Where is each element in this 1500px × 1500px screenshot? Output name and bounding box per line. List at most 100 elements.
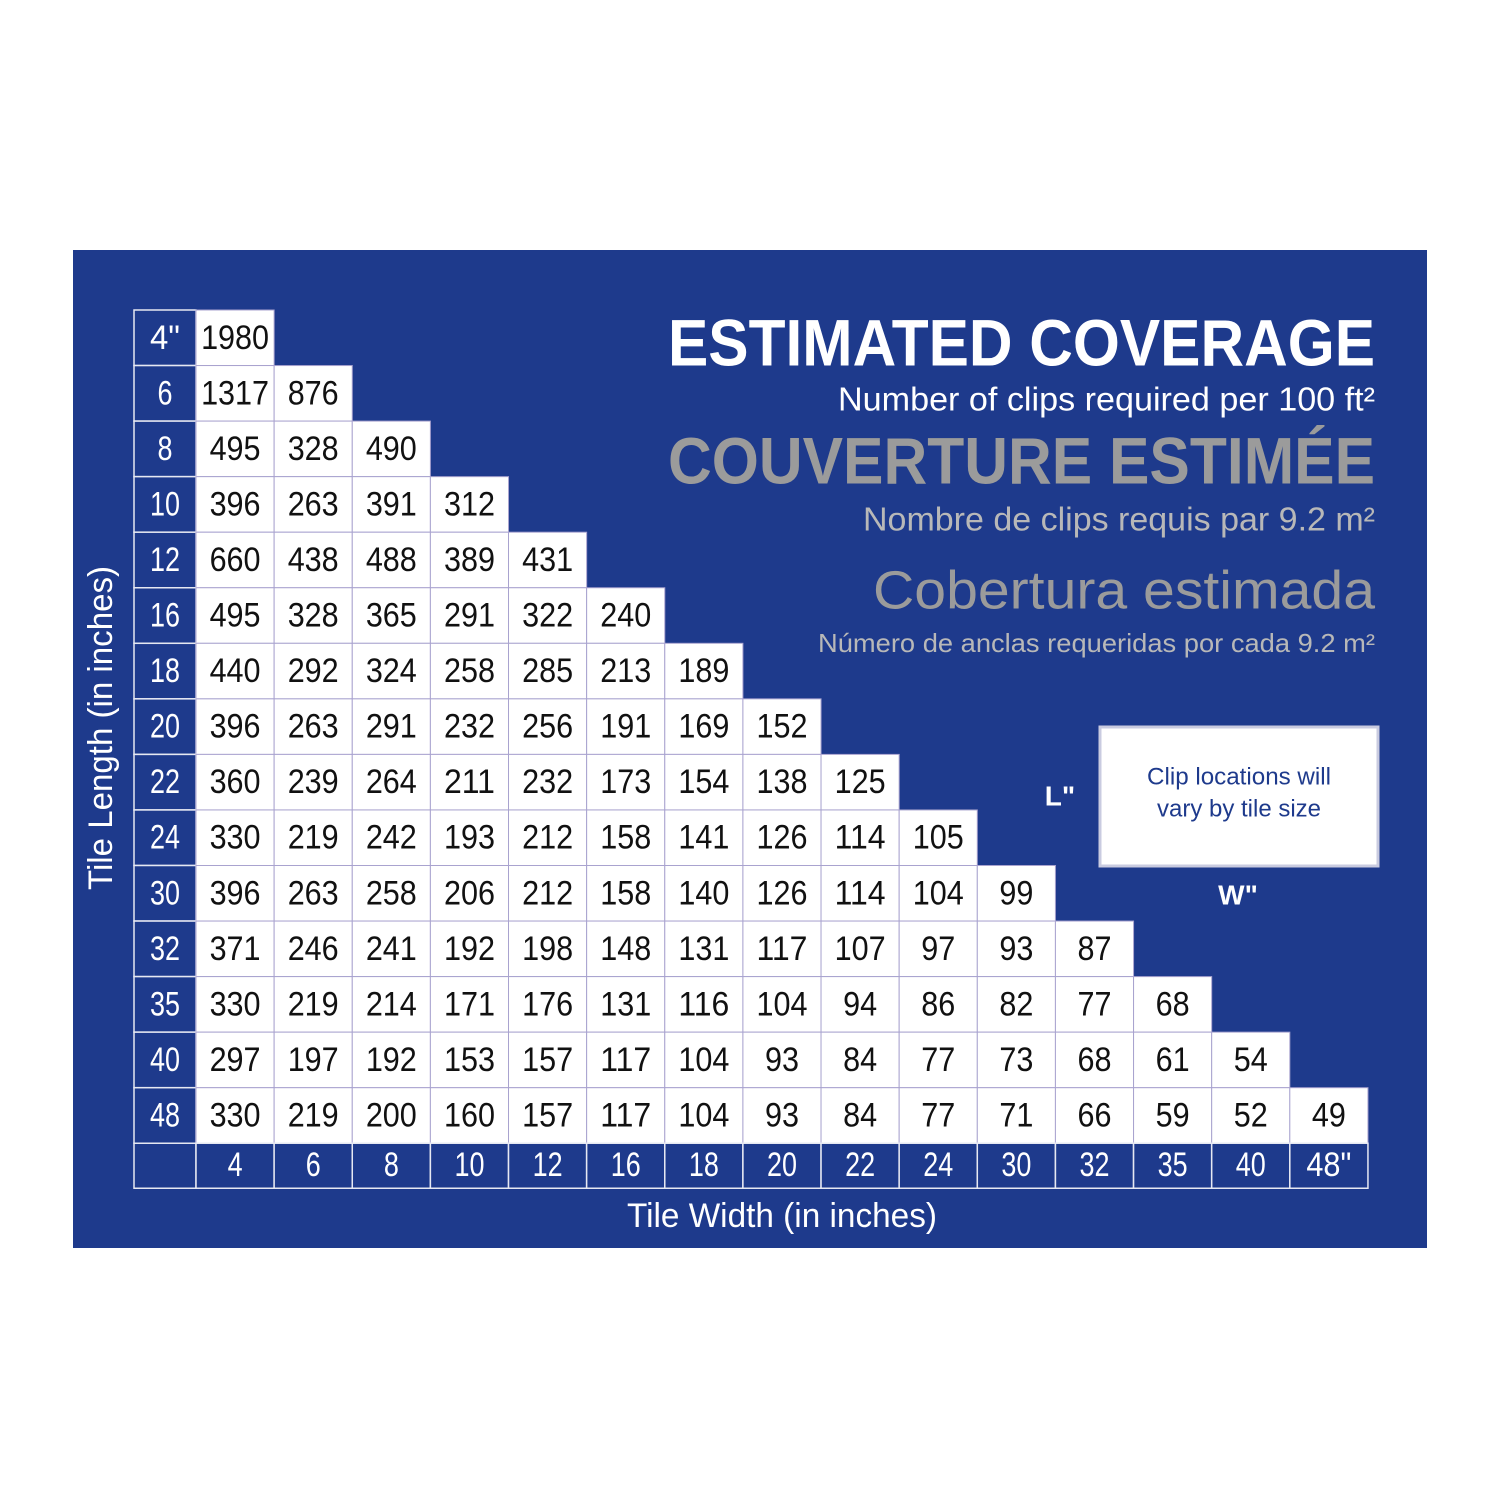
cell-value: 241 xyxy=(366,930,417,968)
cell xyxy=(664,1087,744,1144)
cell xyxy=(195,309,275,367)
cell-value: 246 xyxy=(288,930,339,968)
cell-value: 291 xyxy=(444,597,495,635)
cell-value: 116 xyxy=(678,985,729,1023)
cell-value: 285 xyxy=(522,652,573,690)
column-header: 18 xyxy=(689,1146,719,1184)
row-header: 32 xyxy=(150,930,180,968)
cell xyxy=(351,753,431,811)
row-header: 22 xyxy=(150,763,180,801)
cell-value: 77 xyxy=(921,1041,955,1079)
cell-value: 258 xyxy=(366,874,417,912)
cell-value: 94 xyxy=(843,985,877,1023)
cell-value: 193 xyxy=(444,819,495,857)
cell-value: 71 xyxy=(999,1096,1033,1134)
row-header: 18 xyxy=(150,652,180,690)
cell xyxy=(351,809,431,867)
cell-value: 396 xyxy=(210,485,261,523)
cell xyxy=(273,920,353,978)
cell-value: 191 xyxy=(600,708,651,746)
title: ESTIMATED COVERAGE xyxy=(668,305,1375,379)
column-header-cell xyxy=(1289,1142,1369,1189)
cell xyxy=(429,1087,510,1144)
cell-value: 389 xyxy=(444,541,495,579)
cell xyxy=(1054,1087,1135,1144)
cell xyxy=(820,809,900,867)
cell-value: 232 xyxy=(522,763,573,801)
cell-value: 138 xyxy=(756,763,807,801)
cell-value: 189 xyxy=(678,652,729,690)
cell xyxy=(195,531,275,589)
cell xyxy=(508,1087,588,1144)
cell-value: 99 xyxy=(999,874,1033,912)
cell xyxy=(1289,1087,1369,1144)
cell-value: 125 xyxy=(835,763,886,801)
cell-value: 61 xyxy=(1156,1041,1190,1079)
cell-value: 1980 xyxy=(201,319,269,357)
cell-value: 258 xyxy=(444,652,495,690)
cell-value: 322 xyxy=(522,597,573,635)
cell xyxy=(976,865,1056,922)
cell-value: 152 xyxy=(756,708,807,746)
cell xyxy=(664,809,744,867)
cell xyxy=(664,1031,744,1089)
note-box xyxy=(1098,725,1380,868)
column-header: 12 xyxy=(533,1146,563,1184)
cell-value: 157 xyxy=(522,1096,573,1134)
cell xyxy=(195,976,275,1033)
cell-value: 157 xyxy=(522,1041,573,1079)
row-header-cell xyxy=(133,920,197,978)
cell-value: 148 xyxy=(600,930,651,968)
cell xyxy=(586,587,666,644)
cell-value: 192 xyxy=(366,1041,417,1079)
cell xyxy=(586,809,666,867)
cell-value: 105 xyxy=(913,819,964,857)
cell-value: 324 xyxy=(366,652,417,690)
cell xyxy=(195,1087,275,1144)
row-header: 10 xyxy=(150,485,180,523)
cell xyxy=(429,753,510,811)
subtitle-fr: Nombre de clips requis par 9.2 m² xyxy=(863,501,1375,538)
cell xyxy=(976,976,1056,1033)
cell-value: 84 xyxy=(843,1041,877,1079)
column-header: 30 xyxy=(1001,1146,1031,1184)
cell-value: 360 xyxy=(210,763,261,801)
cell-value: 330 xyxy=(210,1096,261,1134)
cell-value: 495 xyxy=(210,430,261,468)
column-header: 35 xyxy=(1158,1146,1188,1184)
column-header-cell xyxy=(898,1142,979,1189)
cell-value: 141 xyxy=(678,819,729,857)
cell-value: 200 xyxy=(366,1096,417,1134)
row-header-cell xyxy=(133,309,197,367)
cell xyxy=(273,753,353,811)
cell xyxy=(195,698,275,755)
cell-value: 77 xyxy=(921,1096,955,1134)
cell-value: 73 xyxy=(999,1041,1033,1079)
cell-value: 263 xyxy=(288,708,339,746)
cell xyxy=(820,976,900,1033)
cell-value: 212 xyxy=(522,819,573,857)
cell xyxy=(664,976,744,1033)
cell-value: 66 xyxy=(1077,1096,1111,1134)
cell-value: 173 xyxy=(600,763,651,801)
cell xyxy=(664,698,744,755)
cell-value: 495 xyxy=(210,597,261,635)
cell-value: 192 xyxy=(444,930,495,968)
column-header: 20 xyxy=(767,1146,797,1184)
row-header-cell xyxy=(133,975,197,1033)
cell-value: 330 xyxy=(210,819,261,857)
cell-value: 154 xyxy=(678,763,729,801)
cell-value: 126 xyxy=(756,819,807,857)
cell-value: 312 xyxy=(444,485,495,523)
cell-value: 54 xyxy=(1234,1041,1268,1079)
cell xyxy=(195,920,275,978)
cell xyxy=(273,865,353,922)
subtitle-es: Número de anclas requeridas por cada 9.2… xyxy=(818,628,1375,658)
cell-value: 158 xyxy=(600,819,651,857)
cell-value: 328 xyxy=(288,597,339,635)
cell xyxy=(273,976,353,1033)
row-header: 6 xyxy=(158,374,173,412)
cell xyxy=(1054,976,1135,1033)
cell-value: 114 xyxy=(835,819,886,857)
cell-value: 86 xyxy=(921,985,955,1023)
